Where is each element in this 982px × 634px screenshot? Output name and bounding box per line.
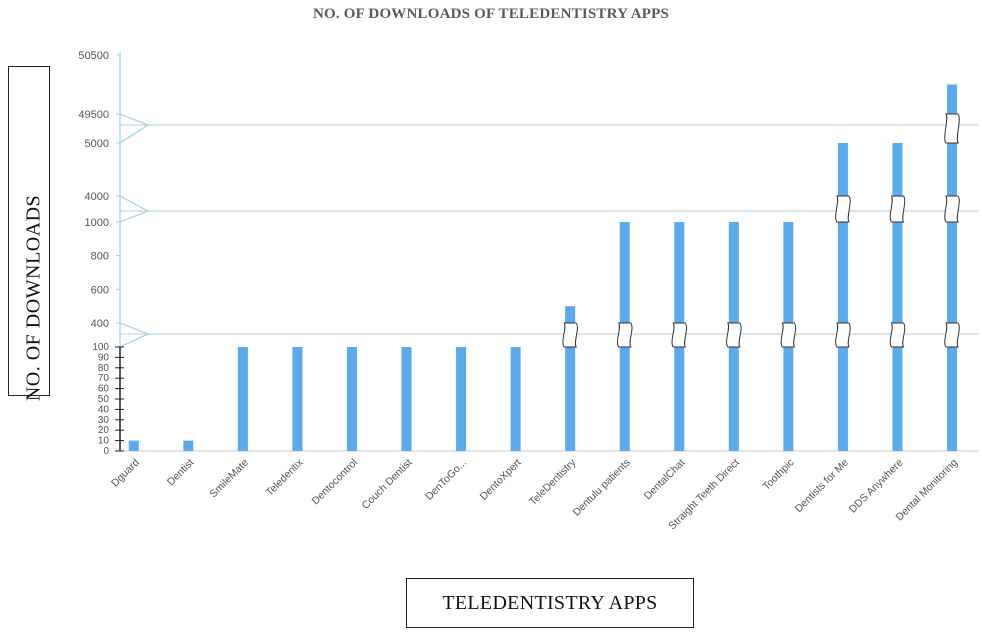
bar (510, 347, 521, 451)
bar-break-marker (726, 322, 742, 348)
bar-break-marker (944, 322, 960, 348)
bar (456, 347, 467, 451)
bar-break-marker (889, 322, 906, 348)
x-tick-label: Dguard (109, 457, 142, 490)
bar (183, 440, 194, 451)
y-tick-label: 50500 (78, 50, 109, 62)
x-tick-label: DentalChat (642, 457, 688, 503)
x-axis-title: TELEDENTISTRY APPS (442, 591, 658, 614)
x-tick-label: SmileMate (207, 457, 251, 501)
x-axis-title-box: TELEDENTISTRY APPS (406, 578, 694, 628)
bar-break-marker (780, 322, 797, 348)
x-tick-label: DDS Anywhere (847, 457, 906, 516)
bar (565, 306, 576, 451)
axis-break-zigzag (119, 113, 150, 144)
bar-break-marker (616, 322, 633, 348)
bar (892, 143, 903, 451)
bar-break-marker (671, 322, 688, 348)
x-tick-label: DentoXpert (478, 457, 524, 503)
y-tick-label: 4000 (85, 191, 109, 203)
y-tick-label: 10 (98, 436, 110, 447)
chart-title: NO. OF DOWNLOADS OF TELEDENTISTRY APPS (312, 6, 670, 22)
y-tick-label: 70 (98, 373, 110, 384)
bar-break-marker (835, 322, 851, 348)
x-tick-label: Dentocontrol (310, 457, 361, 508)
y-tick-label: 5000 (85, 138, 109, 150)
bar (837, 143, 848, 451)
x-axis-ticks: Dguard Dentist SmileMate Teledentix Dentocon… (109, 456, 960, 532)
bar (292, 347, 303, 451)
axis-break-zigzag (119, 322, 150, 348)
y-tick-label: 90 (98, 352, 110, 363)
y-tick-label: 40 (98, 404, 110, 415)
y-axis-title: NO. OF DOWNLOADS (22, 194, 45, 402)
bar-series (128, 84, 958, 451)
axis-break-zigzag (119, 195, 150, 223)
bar-break-marker (562, 322, 578, 348)
x-tick-label: Couch Dentist (360, 457, 415, 512)
y-tick-label: 0 (103, 446, 109, 457)
bar-break-marker (944, 113, 960, 144)
x-tick-label: TeleDentistry (527, 456, 579, 508)
bar (237, 347, 248, 451)
y-tick-label: 80 (98, 363, 110, 374)
x-tick-label: Toothpic (760, 457, 796, 493)
x-tick-label: Teledentix (264, 456, 306, 498)
bar (346, 347, 357, 451)
bar-break-marker (889, 195, 906, 223)
y-tick-label: 60 (98, 384, 110, 395)
y-tick-label: 600 (91, 284, 109, 296)
bar-break-marker (944, 195, 960, 223)
y-tick-label: 30 (98, 415, 110, 426)
y-tick-label: 50 (98, 394, 110, 405)
x-tick-label: Dentulu patients (571, 457, 633, 519)
bar-break-marker (835, 195, 851, 223)
bar (128, 440, 139, 451)
y-tick-label: 400 (91, 318, 109, 330)
y-tick-label: 100 (92, 342, 109, 353)
y-tick-label: 800 (91, 251, 109, 263)
x-tick-label: Dentists for Me (793, 457, 852, 516)
y-axis-title-box: NO. OF DOWNLOADS (8, 66, 50, 401)
y-tick-label: 1000 (85, 217, 109, 229)
x-tick-label: Dentist (165, 457, 197, 489)
axis-break-markers (562, 113, 960, 348)
x-tick-label: DenToGo... (423, 457, 469, 503)
y-tick-label: 49500 (78, 109, 109, 121)
bar (401, 347, 412, 451)
y-tick-label: 20 (98, 425, 110, 436)
bar (947, 84, 958, 451)
